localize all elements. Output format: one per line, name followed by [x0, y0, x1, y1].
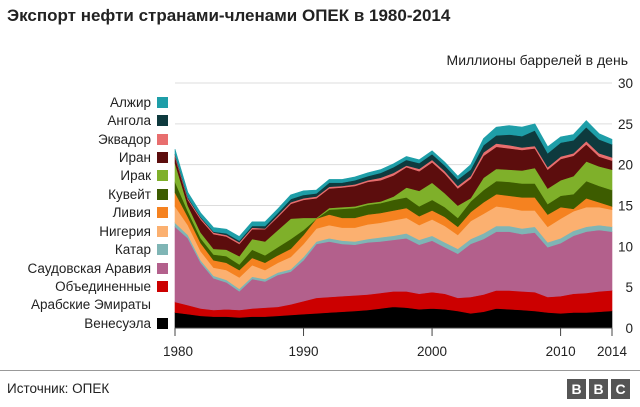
- chart-title: Экспорт нефти странами-членами ОПЕК в 19…: [7, 6, 451, 25]
- legend-item-venezuela: Венесуэла: [84, 315, 168, 332]
- area-алжир: [174, 120, 613, 241]
- legend-item-angola: Ангола: [107, 112, 168, 129]
- legend-swatch: [157, 189, 168, 200]
- legend-swatch: [157, 134, 168, 145]
- legend-item-libya: Ливия: [113, 204, 168, 221]
- bbc-logo-letter: C: [611, 379, 630, 399]
- footer-divider: [0, 370, 640, 371]
- bbc-logo-letter: B: [567, 379, 586, 399]
- y-tick-label: 20: [618, 158, 633, 173]
- area-chart: 0 5 10 15 20 25 30 1980 1990 2000 2010 2014: [163, 76, 633, 359]
- y-tick-label: 25: [618, 117, 633, 132]
- legend-item-kuwait: Кувейт: [108, 186, 168, 203]
- legend-item-iraq: Ирак: [120, 167, 168, 184]
- legend-swatch: [157, 170, 168, 181]
- legend-label: Венесуэла: [84, 316, 151, 331]
- legend-label-continuation: Арабские Эмираты: [30, 297, 151, 312]
- legend-label: Ливия: [112, 205, 151, 220]
- legend-label: Объединенные: [55, 279, 151, 294]
- legend-swatch: [157, 263, 168, 274]
- bbc-logo-letter: B: [589, 379, 608, 399]
- legend-item-ecuador: Эквадор: [98, 131, 168, 148]
- legend-label: Алжир: [110, 95, 151, 110]
- legend-label: Кувейт: [108, 187, 151, 202]
- x-tick-label: 2010: [546, 344, 576, 359]
- y-tick-label: 30: [618, 76, 633, 91]
- legend-swatch: [157, 207, 168, 218]
- legend-item-qatar: Катар: [115, 241, 168, 258]
- x-tick-label: 2000: [417, 344, 447, 359]
- legend-item-nigeria: Нигерия: [99, 223, 168, 240]
- y-axis-unit-label: Миллионы баррелей в день: [446, 52, 628, 68]
- legend-label: Ирак: [120, 168, 151, 183]
- legend-swatch: [157, 115, 168, 126]
- y-tick-label: 15: [618, 199, 633, 214]
- legend-swatch: [157, 152, 168, 163]
- x-tick-label: 1990: [289, 344, 319, 359]
- bbc-logo: B B C: [567, 379, 630, 399]
- legend-label: Эквадор: [97, 132, 151, 147]
- y-tick-label: 5: [625, 280, 633, 295]
- legend-item-iran: Иран: [119, 149, 168, 166]
- legend-label: Иран: [118, 150, 151, 165]
- legend-label: Ангола: [107, 113, 151, 128]
- legend-item-algeria: Алжир: [110, 94, 168, 111]
- legend-swatch: [157, 281, 168, 292]
- x-tick-label: 2014: [597, 344, 628, 359]
- x-tick-label: 1980: [163, 344, 193, 359]
- y-tick-label: 0: [625, 321, 633, 336]
- legend-swatch: [157, 226, 168, 237]
- legend-swatch: [157, 97, 168, 108]
- legend-label: Нигерия: [99, 224, 151, 239]
- legend-label: Катар: [114, 242, 151, 257]
- legend-item-uae: Объединенные: [55, 278, 168, 295]
- legend-label: Саудовская Аравия: [27, 261, 151, 276]
- y-tick-label: 10: [618, 239, 633, 254]
- legend-swatch: [157, 244, 168, 255]
- source-note: Источник: ОПЕК: [7, 381, 110, 396]
- legend-item-saudi-arabia: Саудовская Аравия: [27, 260, 168, 277]
- legend-swatch: [157, 318, 168, 329]
